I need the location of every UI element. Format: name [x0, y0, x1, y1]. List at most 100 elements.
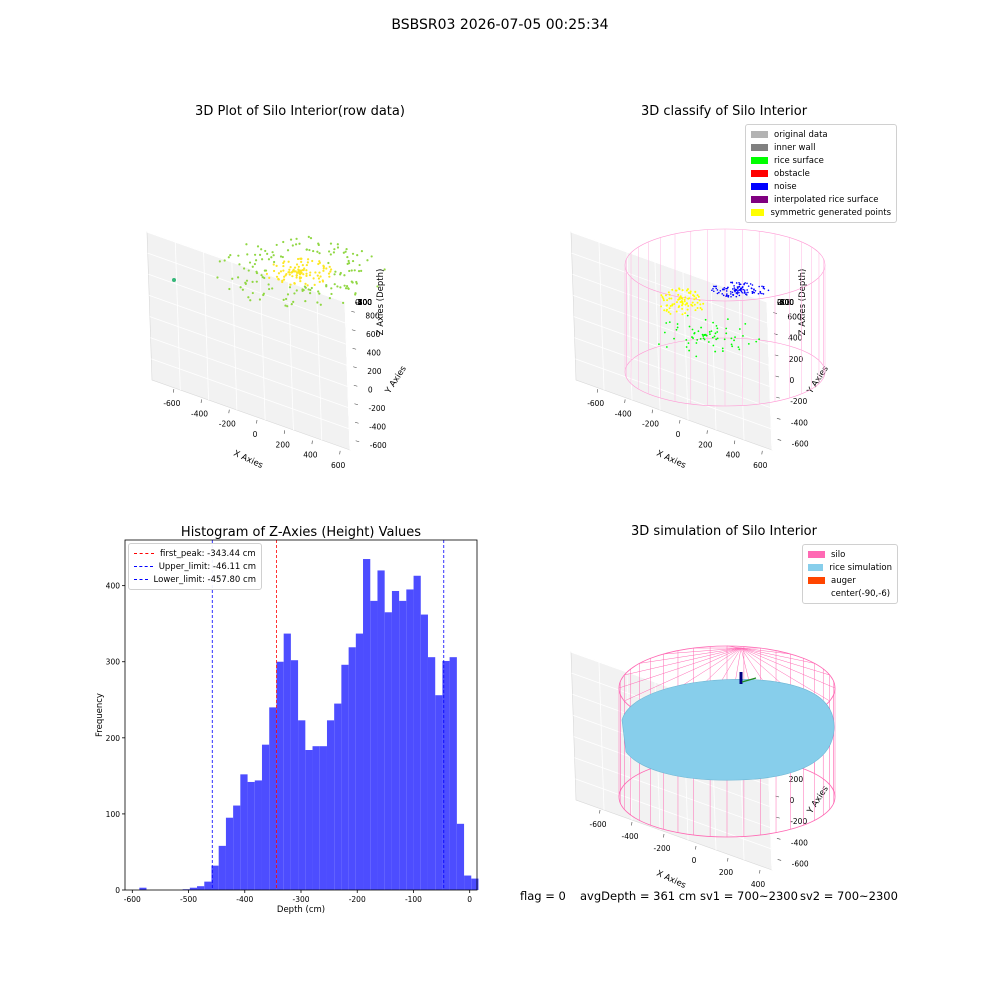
rice-surface-point: [725, 328, 727, 330]
surface-point: [251, 281, 253, 283]
surface-point: [246, 253, 248, 255]
surface-point: [276, 276, 278, 278]
surface-point: [305, 287, 307, 289]
rice-surface-point: [700, 327, 702, 329]
symmetric-point: [694, 304, 696, 306]
symmetric-point: [676, 311, 678, 313]
tick-mark: [353, 367, 357, 368]
surface-point: [246, 280, 248, 282]
tick-label: -600: [792, 859, 809, 868]
legend-swatch: [808, 551, 825, 558]
tick-mark: [776, 376, 780, 377]
histogram-bar: [255, 780, 262, 890]
noise-point: [755, 290, 757, 292]
surface-point: [238, 263, 240, 265]
surface-point: [273, 263, 275, 265]
surface-point: [306, 249, 308, 251]
rice-surface-point: [689, 326, 691, 328]
tick-mark: [354, 385, 358, 386]
rice-surface-point: [696, 339, 698, 341]
surface-point: [276, 265, 278, 267]
rice-surface-point: [714, 351, 716, 353]
surface-point: [334, 283, 336, 285]
rice-surface-point: [697, 330, 699, 332]
surface-point: [329, 266, 331, 268]
legend-item: noise: [751, 180, 891, 193]
surface-point: [298, 266, 300, 268]
noise-point: [738, 282, 740, 284]
surface-point: [304, 283, 306, 285]
noise-point: [739, 295, 741, 297]
noise-point: [759, 291, 761, 293]
rice-surface-point: [716, 327, 718, 329]
surface-point: [298, 243, 300, 245]
surface-point: [318, 293, 320, 295]
surface-point: [252, 266, 254, 268]
surface-point: [260, 274, 262, 276]
surface-point: [318, 260, 320, 262]
surface-point: [262, 276, 264, 278]
tick-mark: [707, 430, 708, 434]
surface-point: [311, 287, 313, 289]
noise-point: [764, 288, 766, 290]
x-tick-label: -400: [236, 895, 253, 904]
outlier-point: [172, 278, 176, 282]
surface-point: [302, 264, 304, 266]
noise-point: [752, 292, 754, 294]
y-axis-label: Frequency: [95, 693, 105, 737]
symmetric-point: [697, 294, 699, 296]
surface-point: [346, 256, 348, 258]
surface-point: [297, 258, 299, 260]
tick-mark: [762, 451, 763, 455]
surface-point: [273, 261, 275, 263]
surface-point: [254, 254, 256, 256]
surface-point: [289, 286, 291, 288]
tick-mark: [680, 420, 681, 424]
surface-point: [339, 286, 341, 288]
raw-3d-plot: -600 -400 -200 0 200 400 600 -600 -400 -200 0 200 40…: [147, 222, 409, 471]
surface-point: [247, 296, 249, 298]
surface-point: [352, 260, 354, 262]
rice-surface-point: [716, 331, 718, 333]
legend-item: auger: [808, 574, 892, 587]
tick-label: 0: [368, 385, 373, 394]
symmetric-point: [684, 300, 686, 302]
noise-point: [744, 291, 746, 293]
surface-point: [281, 281, 283, 283]
noise-point: [738, 292, 740, 294]
surface-point: [287, 271, 289, 273]
surface-point: [358, 264, 360, 266]
noise-point: [715, 288, 717, 290]
symmetric-point: [670, 297, 672, 299]
rice-surface-point: [705, 319, 707, 321]
surface-point: [266, 253, 268, 255]
rice-surface-point: [669, 321, 671, 323]
rice-surface-point: [665, 322, 667, 324]
x-axis-label: X Axies: [655, 869, 688, 892]
classify-3d-plot: -600-400-2000200400600-600-400-200020040…: [571, 229, 831, 471]
noise-point: [726, 293, 728, 295]
surface-point: [259, 298, 261, 300]
surface-point: [263, 293, 265, 295]
tick-mark: [355, 422, 359, 423]
histogram-bar: [276, 662, 283, 890]
surface-point: [333, 273, 335, 275]
surface-point: [297, 268, 299, 270]
rice-surface-point: [714, 335, 716, 337]
histogram-bar: [377, 570, 384, 890]
noise-point: [736, 292, 738, 294]
histogram-bar: [262, 745, 269, 890]
x-axis-label: X Axies: [655, 449, 688, 472]
rice-surface-point: [709, 331, 711, 333]
rice-surface-point: [739, 328, 741, 330]
surface-point: [300, 261, 302, 263]
legend-swatch: [751, 209, 764, 216]
surface-point: [317, 290, 319, 292]
symmetric-point: [687, 288, 689, 290]
surface-point: [240, 286, 242, 288]
tick-label: 600: [331, 461, 346, 470]
surface-point: [351, 281, 353, 283]
rice-surface-point: [724, 338, 726, 340]
rice-surface-point: [715, 332, 717, 334]
surface-point: [317, 242, 319, 244]
